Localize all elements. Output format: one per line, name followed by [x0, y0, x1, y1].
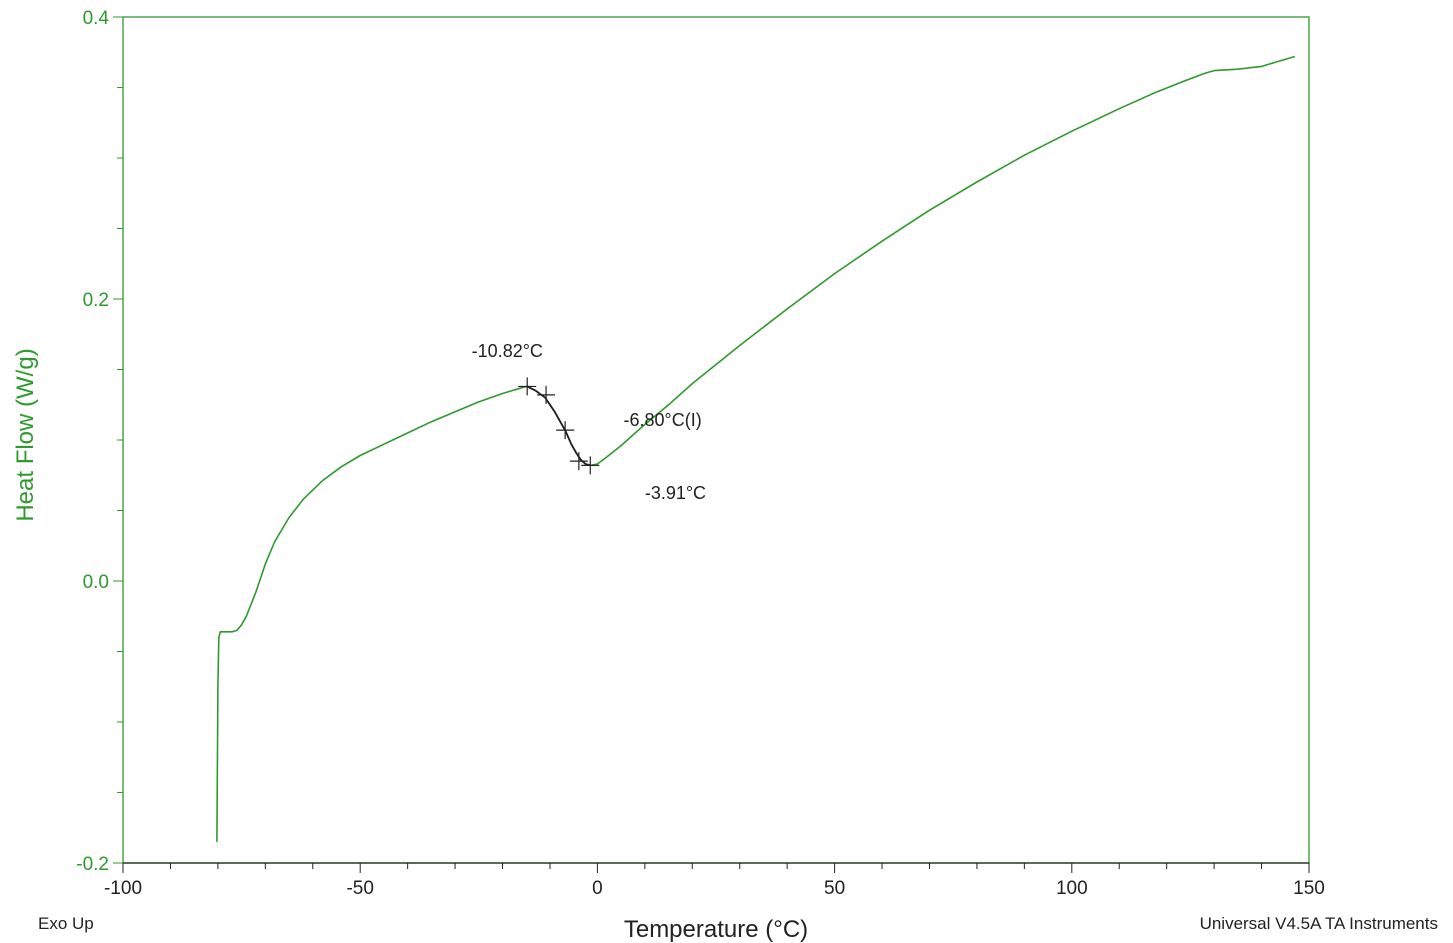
y-tick-label: 0.2	[83, 290, 109, 311]
heat-flow-curve	[216, 55, 1296, 842]
annotation-label: -3.91°C	[645, 483, 706, 503]
software-credit: Universal V4.5A TA Instruments	[1199, 914, 1438, 933]
x-tick-label: 0	[592, 878, 603, 899]
x-tick-label: 150	[1293, 878, 1325, 899]
x-tick-label: 100	[1056, 878, 1088, 899]
exo-up-note: Exo Up	[38, 914, 94, 933]
annotation-label: -10.82°C	[472, 341, 543, 361]
y-tick-label: -0.2	[76, 854, 109, 875]
annotation-label: -6.80°C(I)	[623, 410, 701, 430]
y-tick-label: 0.4	[83, 8, 110, 29]
transition-segment	[526, 385, 591, 467]
y-axis-label: Heat Flow (W/g)	[12, 348, 39, 521]
plot-frame	[122, 16, 1310, 864]
x-tick-label: -100	[104, 878, 142, 899]
x-tick-label: -50	[346, 878, 373, 899]
y-tick-label: 0.0	[83, 572, 109, 593]
x-tick-label: 50	[824, 878, 845, 899]
x-axis-label: Temperature (°C)	[624, 916, 808, 943]
